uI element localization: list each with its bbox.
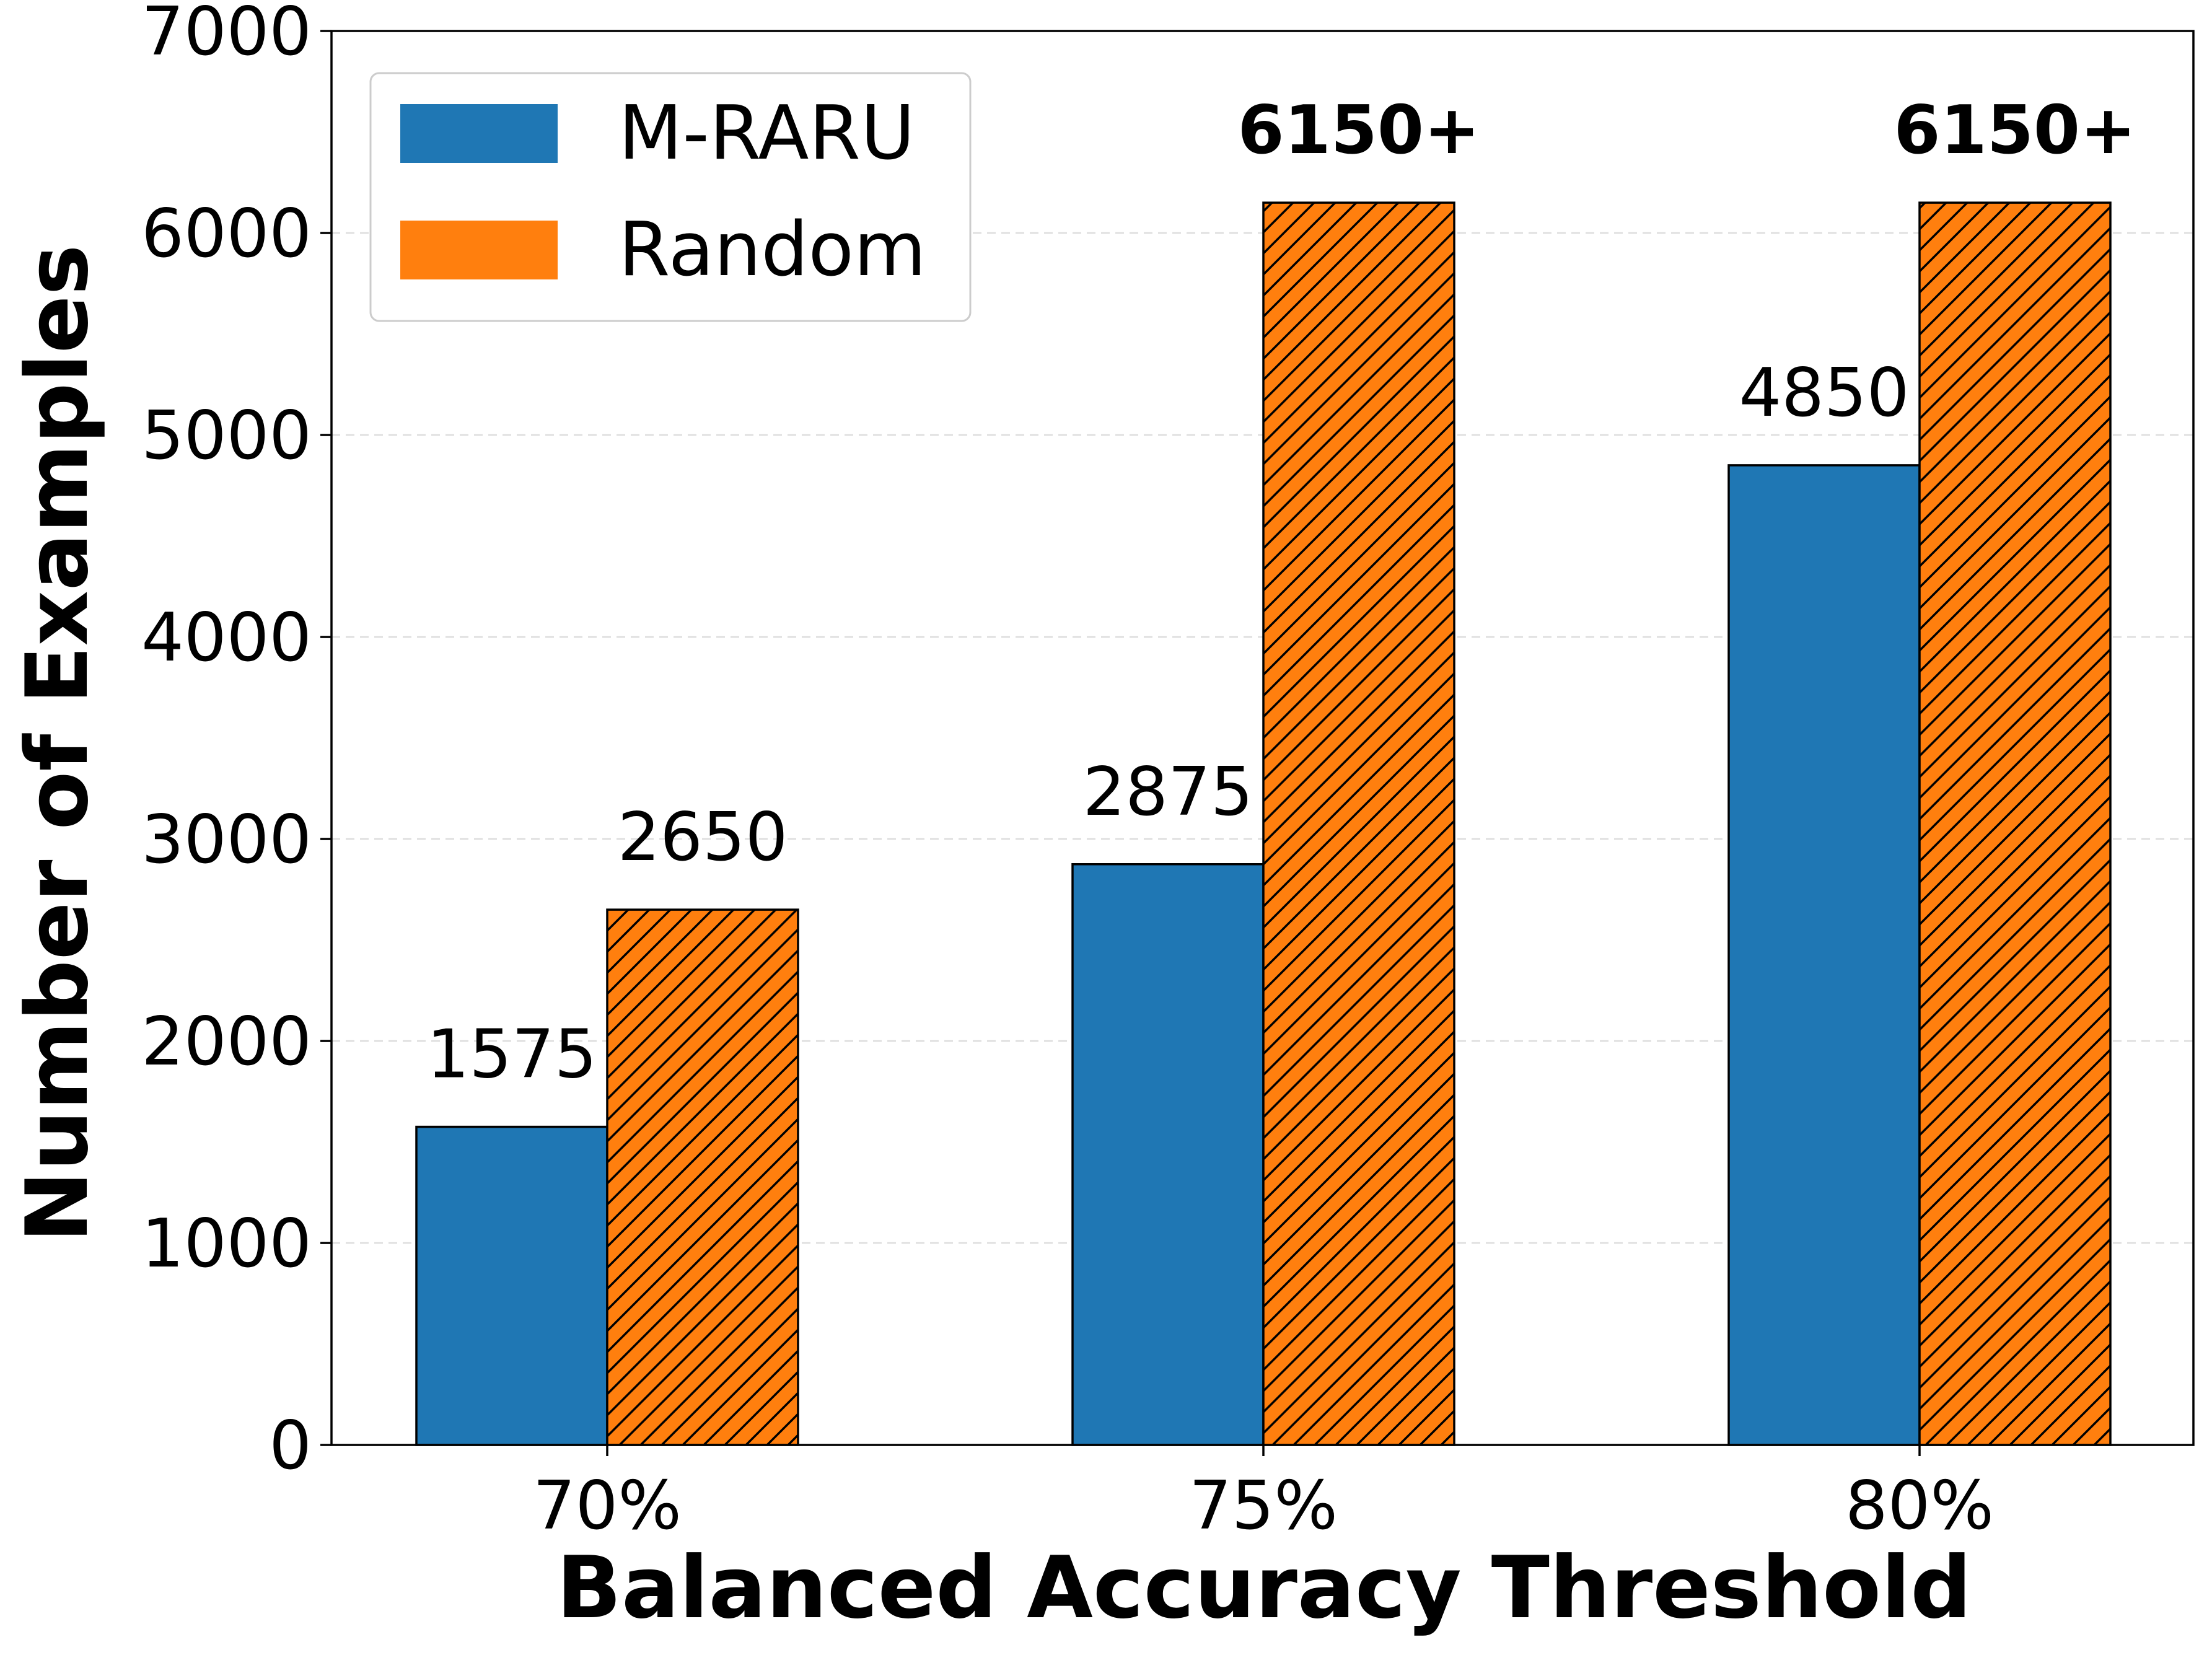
bar-m-raru <box>1071 863 1265 1446</box>
y-tick-label: 4000 <box>141 599 312 677</box>
bar-random <box>606 908 799 1446</box>
y-tick-label: 7000 <box>141 0 312 71</box>
bar-m-raru <box>415 1125 608 1446</box>
legend-entry-label: M-RARU <box>618 90 915 177</box>
x-tick-label: 80% <box>1845 1467 1994 1545</box>
bar-value-label: 2875 <box>1083 753 1253 831</box>
bar-random <box>1262 201 1455 1446</box>
bars <box>415 201 2112 1446</box>
legend-swatch <box>400 104 558 163</box>
bar-value-label: 1575 <box>427 1016 597 1094</box>
y-tick-label: 2000 <box>141 1003 312 1081</box>
legend-entry-label: Random <box>618 207 926 293</box>
legend: M-RARU Random <box>369 72 972 322</box>
y-axis-ticks: 0 1000 2000 3000 4000 5000 6000 7000 <box>141 0 331 1485</box>
bar-value-label: 6150+ <box>1894 92 2136 169</box>
y-tick-label: 6000 <box>141 195 312 273</box>
x-tick-label: 70% <box>533 1467 682 1545</box>
x-axis-title: Balanced Accuracy Threshold <box>556 1538 1972 1638</box>
bar-value-label: 2650 <box>618 799 788 876</box>
y-tick-label: 1000 <box>141 1205 312 1283</box>
x-axis-ticks: 70% 75% 80% <box>533 1445 1994 1545</box>
bar-m-raru <box>1727 464 1921 1446</box>
y-tick-label: 0 <box>269 1407 312 1485</box>
bar-random <box>1918 201 2112 1446</box>
bar-value-label: 4850 <box>1739 354 1910 432</box>
x-tick-label: 75% <box>1189 1467 1338 1545</box>
bar-value-label: 6150+ <box>1237 92 1480 169</box>
y-tick-label: 5000 <box>141 397 312 475</box>
legend-swatch <box>400 221 558 279</box>
bar-value-labels: 1575 2650 2875 6150+ 4850 6150+ <box>427 92 2136 1093</box>
y-axis-title: Number of Examples <box>7 245 107 1243</box>
y-tick-label: 3000 <box>141 801 312 879</box>
